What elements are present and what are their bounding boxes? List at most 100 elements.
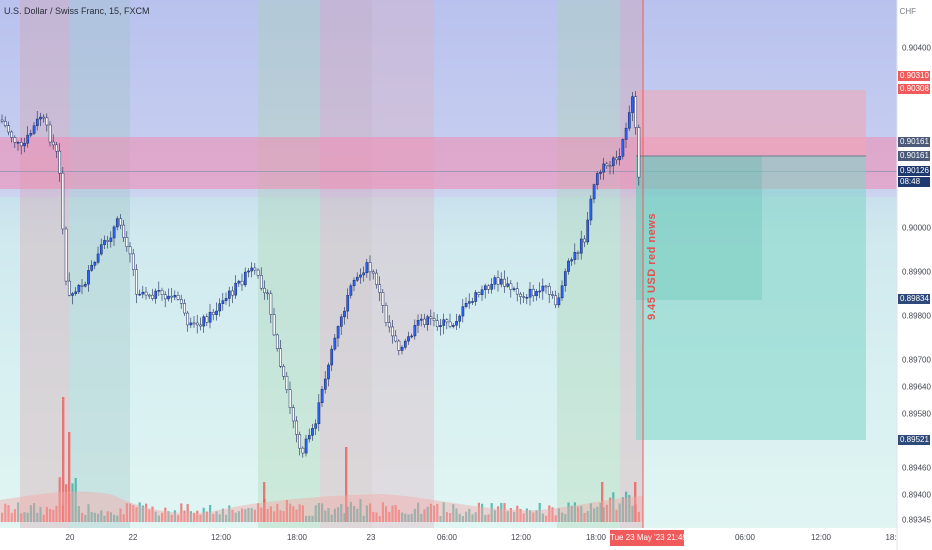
volume-bar [132,504,135,522]
candle-body [221,300,225,304]
candle-body [154,290,158,299]
candle-body [544,285,548,288]
candle-body [570,259,574,262]
volume-bars [0,397,643,522]
candle-body [528,288,532,298]
candle-body [259,275,263,289]
candle-body [195,322,199,326]
volume-bar [84,514,87,522]
volume-bar [129,503,132,522]
volume-bar [420,513,423,522]
candle-body [435,320,439,328]
volume-bar [394,504,397,522]
candle-body [3,121,7,126]
candle-body [493,277,497,285]
volume-bar [493,510,496,522]
volume-bar [221,508,224,522]
volume-bar [247,508,250,522]
candle-body [48,124,52,143]
volume-bar [231,509,234,522]
candle-body [352,279,356,287]
volume-bar [433,505,436,522]
volume-bar [138,502,141,522]
candle-body [189,322,193,326]
candle-body [618,156,622,161]
candle-body [42,116,46,119]
candle-body [167,295,170,300]
candle-body [551,294,554,296]
candle-body [416,320,420,326]
candle-body [311,428,314,436]
volume-bar [461,515,464,522]
candle-body [71,293,74,296]
candle-body [391,326,394,337]
volume-bar [340,503,343,522]
volume-bar [58,477,61,522]
volume-bar [189,511,192,522]
session-band [320,0,372,528]
candle-body [605,163,609,167]
candle-body [579,238,583,254]
volume-bar [455,508,458,522]
target-price-badge: 0.90310 [898,71,930,81]
volume-bar [17,502,20,522]
session-band [20,0,70,528]
candle-body [621,139,625,157]
volume-bar [397,509,400,522]
volume-bar [305,515,308,522]
target-low-badge: 0.89521 [898,435,930,445]
volume-bar [36,512,39,522]
volume-bar [554,515,557,522]
candle-body [243,271,247,286]
candle-body [410,335,414,338]
volume-bar [20,513,23,522]
position-tool[interactable] [636,90,866,440]
candle-body [611,157,615,167]
volume-bar [289,503,292,522]
volume-bar [161,512,164,522]
volume-bar [593,508,596,522]
time-label: 06:00 [734,533,756,542]
candle-body [231,290,234,296]
volume-bar [484,514,487,522]
volume-bar [538,502,541,522]
candle-body [119,218,122,226]
volume-bar [513,511,516,522]
candle-body [365,262,369,274]
candle-body [624,127,628,140]
candle-body [519,293,522,297]
price-tick: 0.89800 [902,311,931,321]
session-band [372,0,434,528]
last-price-badge: 0.90126 [898,166,930,176]
price-tick: 0.89640 [902,382,931,392]
volume-bar [39,506,42,522]
candle-body [445,319,449,323]
volume-bar [244,509,247,522]
volume-bar [276,503,279,522]
candle-body [413,324,417,337]
price-tick: 0.90000 [902,223,931,233]
volume-bar [426,506,429,522]
volume-bar [621,497,624,522]
volume-bar [301,505,304,522]
candle-body [455,321,458,326]
candle-body [64,228,68,282]
candle-body [608,165,612,168]
volume-bar [45,506,48,522]
volume-bar [589,503,592,522]
candle-body [387,322,391,328]
volume-bar [103,515,106,522]
candle-body [560,285,564,299]
volume-bar [471,514,474,522]
candle-body [253,267,257,271]
candle-body [506,283,510,287]
volume-bar [62,397,65,522]
volume-bar [628,495,631,522]
candle-body [333,337,337,350]
candle-body [419,318,423,321]
volume-bar [551,507,554,522]
candle-body [7,125,10,133]
volume-bar [401,512,404,522]
volume-bar [618,503,621,522]
